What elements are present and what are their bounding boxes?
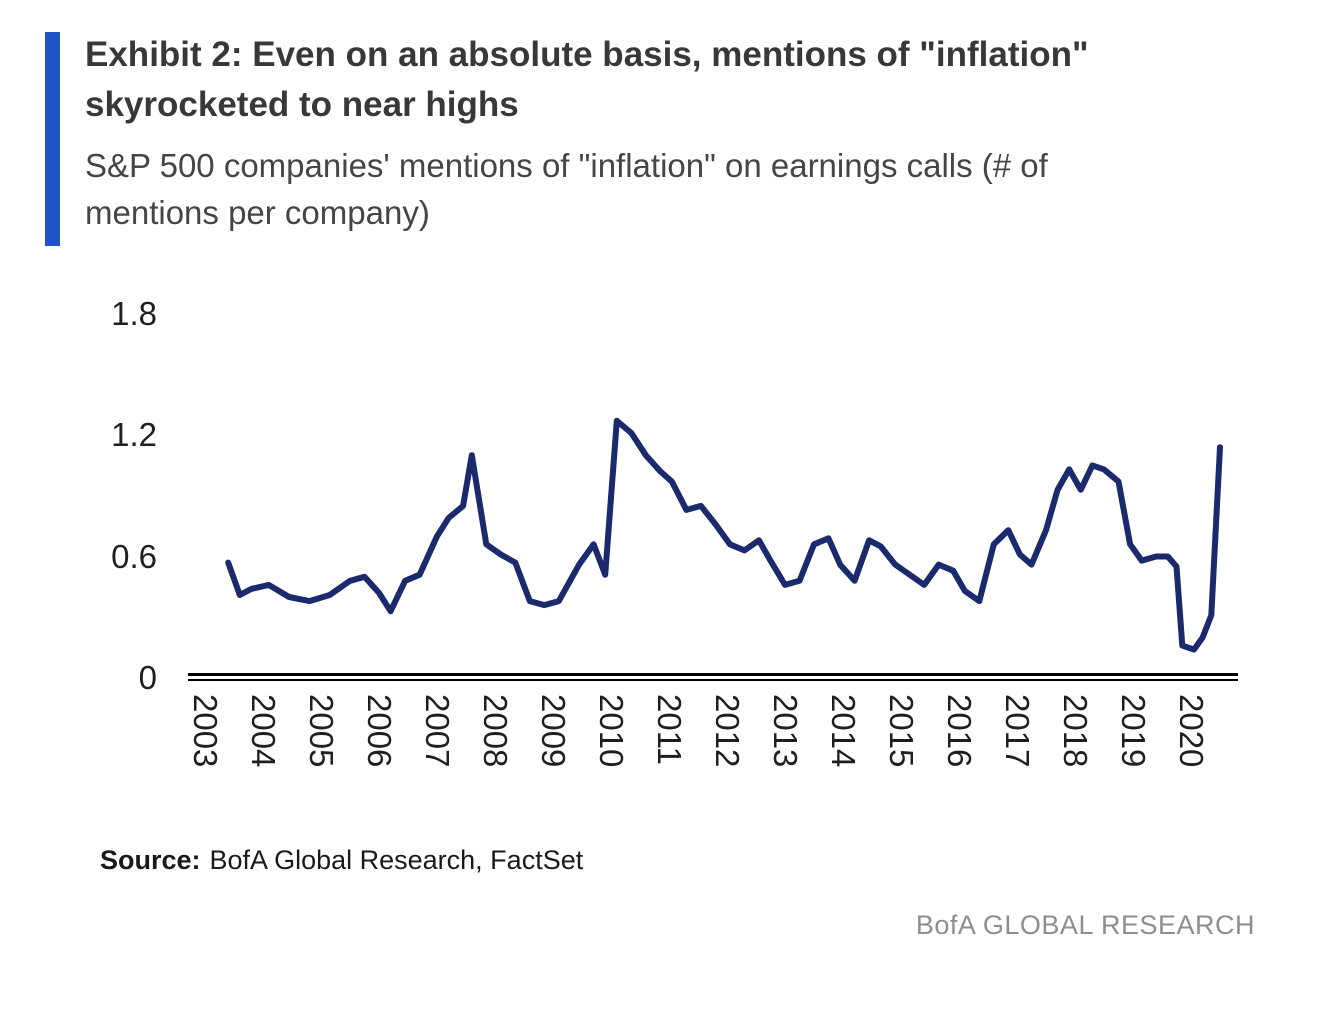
x-tick-label: 2020	[1173, 694, 1210, 768]
x-tick-label: 2008	[477, 694, 514, 768]
x-tick-label: 2010	[593, 694, 630, 768]
brand-footer: BofA GLOBAL RESEARCH	[915, 910, 1255, 940]
title-accent-bar	[45, 32, 60, 246]
chart-subtitle-line-1: S&P 500 companies' mentions of "inflatio…	[85, 147, 1048, 184]
x-tick-label: 2007	[419, 694, 456, 768]
y-tick-label: 0	[138, 659, 157, 696]
exhibit-title-line-2: skyrocketed to near highs	[85, 85, 519, 124]
x-tick-label: 2016	[941, 694, 978, 768]
x-tick-label: 2018	[1057, 694, 1094, 768]
x-tick-label: 2015	[883, 694, 920, 768]
y-tick-label: 1.8	[111, 294, 157, 332]
source-note: Source: BofA Global Research, FactSet	[100, 845, 583, 876]
x-axis-line	[188, 673, 1238, 681]
chart-subtitle: S&P 500 companies' mentions of "inflatio…	[85, 142, 1295, 236]
y-tick-label: 1.2	[111, 416, 157, 453]
x-tick-label: 2014	[825, 694, 862, 768]
x-tick-label: 2009	[535, 694, 572, 768]
x-tick-label: 2004	[245, 694, 282, 768]
y-tick-label: 0.6	[111, 537, 157, 575]
chart-line-svg	[225, 417, 1223, 653]
x-tick-label: 2019	[1115, 694, 1152, 768]
inflation-mentions-line	[225, 417, 1223, 653]
x-tick-label: 2017	[999, 694, 1036, 768]
x-tick-label: 2003	[187, 694, 224, 768]
x-tick-label: 2013	[767, 694, 804, 768]
source-label: Source:	[100, 845, 201, 875]
chart-subtitle-line-2: mentions per company)	[85, 194, 430, 231]
header-text-block: Exhibit 2: Even on an absolute basis, me…	[85, 30, 1295, 236]
x-tick-label: 2005	[303, 694, 340, 768]
x-tick-label: 2012	[709, 694, 746, 768]
x-tick-label: 2006	[361, 694, 398, 768]
exhibit-title-line-1: Exhibit 2: Even on an absolute basis, me…	[85, 35, 1089, 74]
source-text: BofA Global Research, FactSet	[209, 845, 584, 875]
x-tick-label: 2011	[651, 694, 688, 765]
